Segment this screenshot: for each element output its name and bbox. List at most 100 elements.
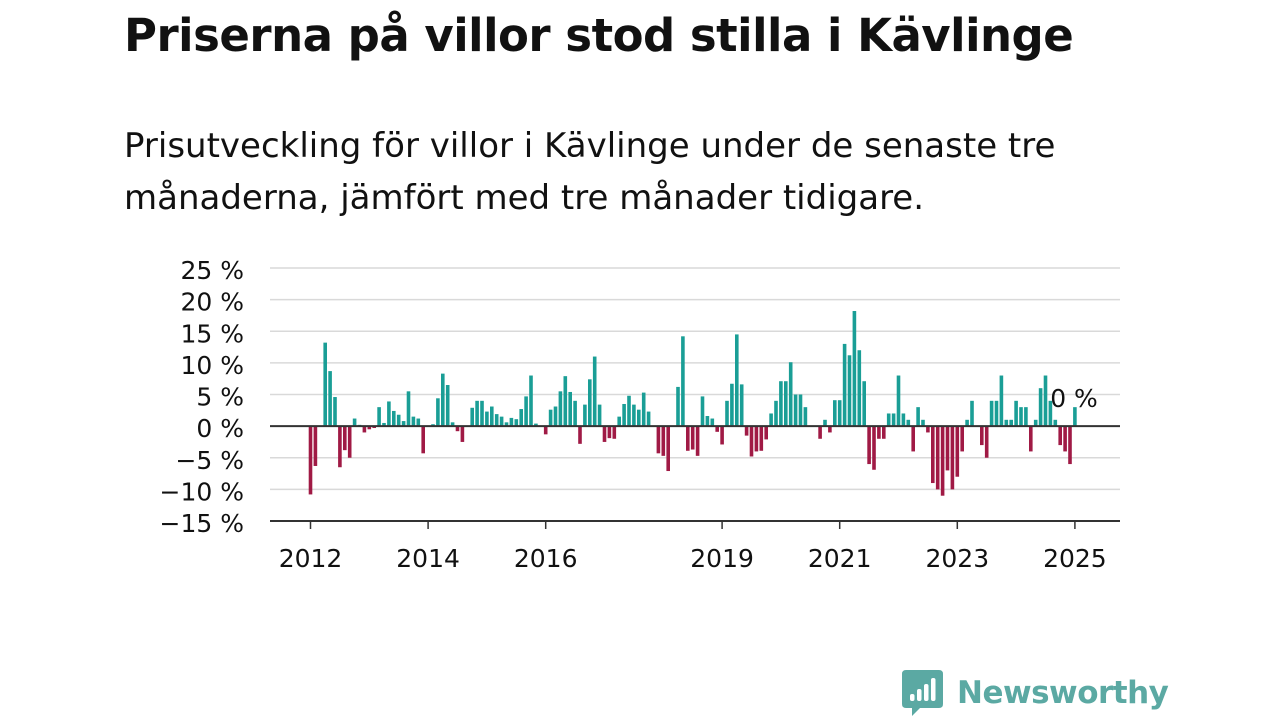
- bar: [592, 356, 597, 427]
- bar: [857, 350, 862, 427]
- bar: [543, 426, 548, 435]
- bar: [436, 398, 440, 427]
- bar: [328, 371, 332, 427]
- bar: [333, 397, 337, 427]
- bar: [842, 343, 847, 427]
- bar: [352, 418, 357, 427]
- brand-name: Newsworthy: [957, 675, 1169, 711]
- bar: [960, 426, 964, 452]
- gridlines: [270, 267, 1120, 491]
- bar: [504, 422, 509, 427]
- bar: [1058, 426, 1062, 446]
- bar: [401, 421, 406, 427]
- page-title: Priserna på villor stod stilla i Kävling…: [124, 9, 1074, 62]
- bar: [852, 311, 857, 427]
- bar: [906, 419, 911, 427]
- bar: [558, 391, 563, 427]
- bar: [882, 426, 886, 439]
- bar: [392, 410, 396, 427]
- bar: [583, 404, 587, 427]
- bar: [421, 426, 425, 454]
- bar: [818, 426, 822, 439]
- bar: [896, 375, 901, 427]
- bar: [705, 416, 710, 427]
- bar: [656, 426, 661, 454]
- bar: [470, 407, 474, 427]
- bar: [1068, 426, 1072, 465]
- axes: [270, 425, 1120, 522]
- x-tick-label: 2016: [514, 544, 578, 573]
- bar: [1024, 407, 1028, 427]
- bar: [926, 426, 930, 433]
- bar: [1019, 407, 1023, 427]
- bar: [588, 379, 592, 427]
- bar: [980, 426, 984, 446]
- bar: [739, 384, 744, 427]
- bar: [568, 391, 572, 427]
- bar: [837, 400, 842, 427]
- bar: [490, 406, 494, 427]
- bar: [759, 426, 764, 451]
- bar: [955, 426, 960, 477]
- bar: [308, 426, 313, 495]
- bar: [367, 426, 372, 430]
- bar: [931, 426, 935, 484]
- newsworthy-logo-icon: [902, 670, 943, 716]
- bar: [784, 381, 788, 427]
- bar: [984, 426, 989, 458]
- x-axis-ticks: 2012 2014 2016 2019 2021 2023 2025: [279, 521, 1107, 573]
- y-tick-label: 25 %: [180, 256, 244, 285]
- bar: [867, 426, 871, 465]
- bar: [411, 416, 416, 427]
- bar: [637, 409, 641, 427]
- bar: [313, 426, 318, 466]
- y-tick-label: 10 %: [180, 351, 244, 380]
- bar: [950, 426, 955, 490]
- bar: [891, 413, 896, 427]
- bar: [377, 407, 381, 427]
- bar: [862, 381, 866, 427]
- bar: [524, 396, 528, 427]
- bar: [970, 400, 974, 427]
- bar: [735, 334, 739, 427]
- y-tick-label: 15 %: [180, 319, 244, 348]
- y-tick-label: −15 %: [160, 509, 244, 538]
- bar: [686, 426, 690, 451]
- bar: [1043, 375, 1048, 427]
- bar: [788, 362, 793, 427]
- bar: [901, 413, 906, 427]
- bar: [1048, 400, 1053, 427]
- bars: [308, 311, 1077, 496]
- bar: [965, 419, 969, 427]
- bar: [627, 395, 631, 427]
- bar: [617, 416, 621, 427]
- bar: [578, 426, 582, 444]
- y-tick-label: 20 %: [180, 288, 244, 317]
- bar: [499, 416, 504, 427]
- bar: [833, 400, 837, 427]
- bar: [872, 426, 876, 470]
- bar: [1073, 407, 1077, 427]
- x-tick-label: 2023: [925, 544, 989, 573]
- bar: [514, 419, 519, 427]
- bar: [460, 426, 465, 442]
- bar: [730, 383, 734, 427]
- x-tick-label: 2021: [808, 544, 872, 573]
- bar: [749, 426, 754, 457]
- bar: [681, 336, 685, 427]
- bar: [534, 423, 538, 427]
- bar: [935, 426, 940, 490]
- bar: [553, 406, 558, 427]
- bar: [382, 422, 386, 427]
- bar: [690, 426, 695, 450]
- bar: [886, 413, 891, 427]
- bar: [916, 407, 920, 427]
- bar: [509, 417, 514, 427]
- bar: [475, 400, 479, 427]
- bar: [573, 400, 577, 427]
- bar: [597, 404, 602, 427]
- x-tick-label: 2025: [1043, 544, 1107, 573]
- bar: [793, 394, 798, 427]
- bar: [725, 400, 729, 427]
- bar: [999, 375, 1004, 427]
